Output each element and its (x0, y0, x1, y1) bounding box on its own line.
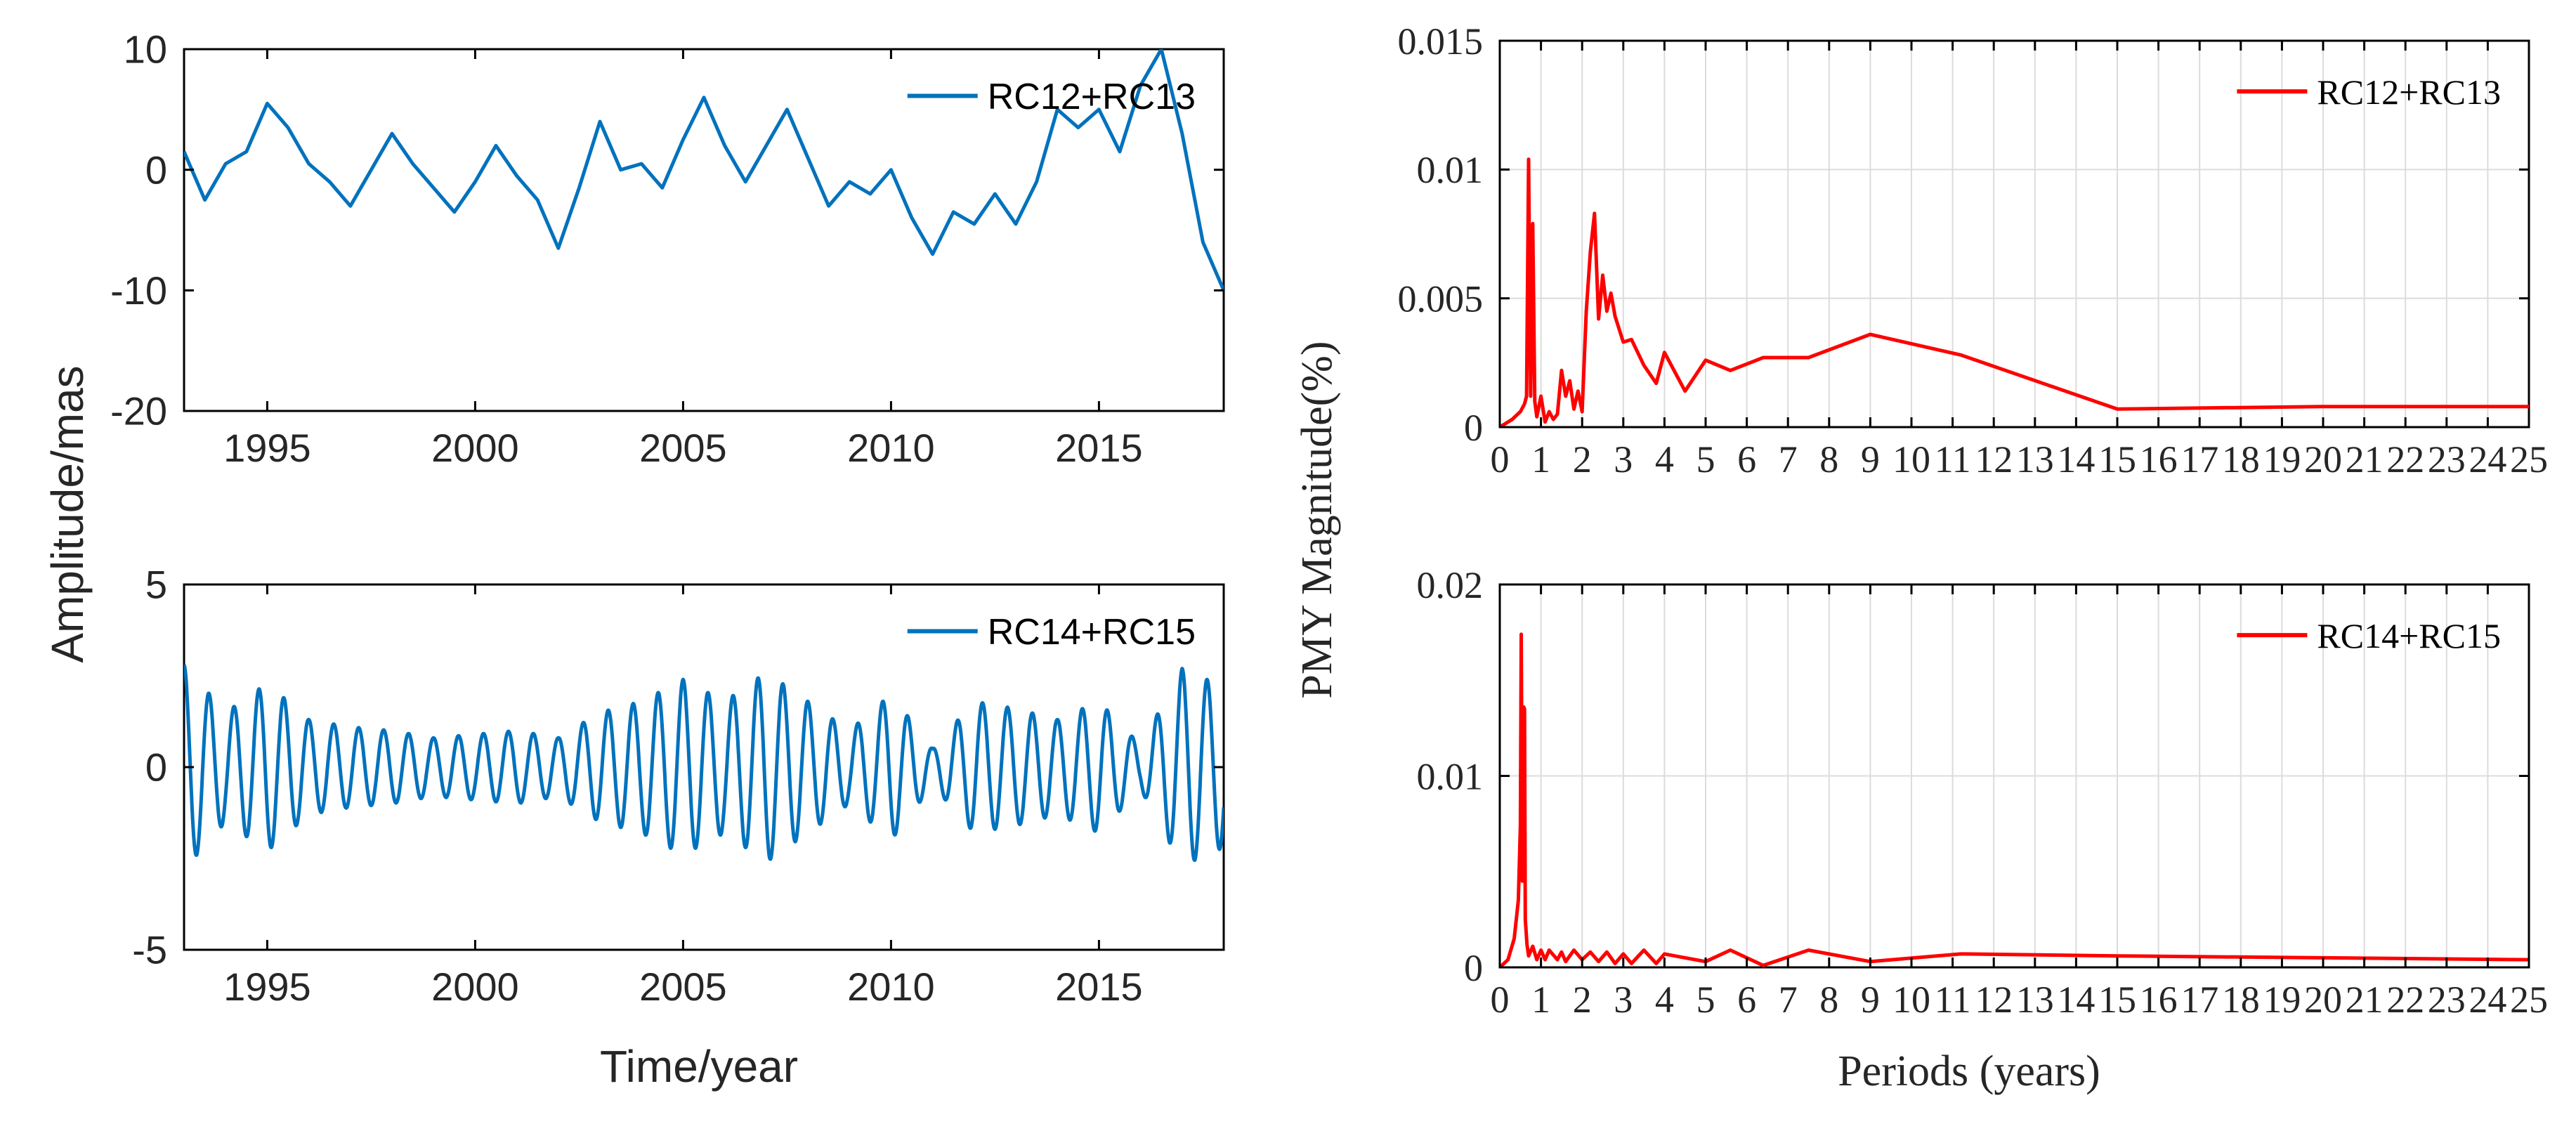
y-tick-label: -20 (110, 389, 167, 433)
x-tick-label: 21 (2346, 979, 2384, 1021)
plot-area (183, 48, 1225, 412)
x-tick-label: 14 (2057, 438, 2095, 481)
x-tick-label: 25 (2510, 438, 2548, 481)
y-tick-label: 0 (1464, 947, 1483, 989)
x-tick-label: 8 (1819, 979, 1838, 1021)
x-tick-label: 8 (1819, 438, 1838, 481)
x-tick-label: 4 (1655, 438, 1674, 481)
x-tick-label: 12 (1975, 979, 2013, 1021)
legend-label: RC12+RC13 (2317, 72, 2501, 112)
series-line-rc12-rc13 (184, 49, 1224, 292)
x-tick-label: 9 (1861, 979, 1880, 1021)
x-tick-label: 25 (2510, 979, 2548, 1021)
x-tick-label: 2 (1573, 979, 1592, 1021)
x-tick-label: 13 (2016, 438, 2054, 481)
x-tick-label: 22 (2386, 438, 2424, 481)
x-tick-label: 16 (2140, 438, 2178, 481)
x-tick-label: 6 (1737, 979, 1756, 1021)
y-tick-label: 0.005 (1398, 278, 1484, 320)
x-tick-label: 5 (1696, 438, 1715, 481)
y-tick-label: 0 (1464, 407, 1483, 449)
x-tick-label: 1 (1531, 979, 1550, 1021)
y-tick-label: -10 (110, 268, 167, 313)
y-tick-label: 10 (124, 27, 167, 72)
x-tick-label: 7 (1779, 438, 1798, 481)
series-line-rc12-rc13 (1500, 157, 2529, 427)
x-tick-label: 16 (2140, 979, 2178, 1021)
x-tick-label: 19 (2263, 438, 2301, 481)
x-tick-label: 7 (1779, 979, 1798, 1021)
x-tick-label: 1995 (223, 965, 311, 1009)
x-tick-label: 2005 (639, 965, 727, 1009)
legend-label: RC14+RC15 (2317, 616, 2501, 655)
panel-bottom-right: 0 1 2 3 4 5 6 7 8 9 10 11 12 13 14 15 16 17 18 19 20 21 22 23 24… (1417, 564, 2549, 1021)
left-shared-ylabel: Amplitude/mas (42, 365, 93, 662)
x-tick-label: 13 (2016, 979, 2054, 1021)
panel-bottom-left: 1995 2000 2005 2010 2015 -5 0 5 RC14+RC15 (132, 563, 1225, 1009)
y-tick-label: 0.015 (1398, 20, 1484, 63)
y-tick-label: 0.02 (1417, 564, 1484, 606)
x-tick-label: 23 (2428, 979, 2466, 1021)
x-tick-label: 0 (1491, 438, 1510, 481)
x-tick-label: 1995 (223, 426, 311, 470)
x-tick-label: 0 (1491, 979, 1510, 1021)
legend-label: RC12+RC13 (988, 77, 1196, 117)
x-tick-label: 14 (2057, 979, 2095, 1021)
y-tick-label: 0.01 (1417, 149, 1484, 191)
x-tick-label: 3 (1614, 438, 1633, 481)
x-tick-label: 2010 (847, 426, 935, 470)
x-tick-label: 18 (2222, 438, 2260, 481)
y-tick-label: 0 (145, 148, 167, 192)
y-tick-label: -5 (132, 928, 167, 972)
y-tick-label: 5 (145, 563, 167, 607)
x-tick-label: 17 (2181, 979, 2218, 1021)
y-tick-label: 0.01 (1417, 755, 1484, 797)
x-tick-label: 19 (2263, 979, 2301, 1021)
x-tick-label: 9 (1861, 438, 1880, 481)
right-shared-ylabel: PMY Magnitude(%) (1293, 341, 1341, 698)
x-tick-label: 24 (2469, 979, 2506, 1021)
x-tick-label: 22 (2386, 979, 2424, 1021)
x-tick-label: 15 (2098, 438, 2136, 481)
x-tick-label: 20 (2304, 438, 2342, 481)
x-tick-label: 2015 (1055, 426, 1143, 470)
x-tick-label: 11 (1935, 438, 1971, 481)
x-tick-label: 3 (1614, 979, 1633, 1021)
series-line-rc14-rc15 (1500, 632, 2529, 967)
x-tick-label: 24 (2469, 438, 2506, 481)
x-tick-label: 18 (2222, 979, 2260, 1021)
panel-top-right: 0 1 2 3 4 5 6 7 8 9 10 11 12 13 14 15 16 17 18 19 20 21 22 23 24… (1398, 20, 2549, 481)
x-tick-label: 4 (1655, 979, 1674, 1021)
x-tick-label: 17 (2181, 438, 2218, 481)
x-tick-label: 2005 (639, 426, 727, 470)
x-tick-label: 15 (2098, 979, 2136, 1021)
x-tick-label: 2 (1573, 438, 1592, 481)
x-tick-label: 5 (1696, 979, 1715, 1021)
left-xlabel: Time/year (600, 1041, 798, 1092)
x-tick-label: 21 (2346, 438, 2384, 481)
x-tick-label: 2015 (1055, 965, 1143, 1009)
x-tick-label: 2010 (847, 965, 935, 1009)
x-tick-label: 10 (1892, 979, 1930, 1021)
series-line-rc14-rc15 (184, 664, 1224, 863)
x-tick-label: 10 (1892, 438, 1930, 481)
x-tick-label: 20 (2304, 979, 2342, 1021)
y-tick-label: 0 (145, 745, 167, 790)
x-tick-label: 23 (2428, 438, 2466, 481)
x-tick-label: 1 (1531, 438, 1550, 481)
legend-label: RC14+RC15 (988, 612, 1196, 653)
x-tick-label: 2000 (431, 426, 519, 470)
x-tick-label: 2000 (431, 965, 519, 1009)
x-tick-label: 6 (1737, 438, 1756, 481)
x-tick-label: 11 (1935, 979, 1971, 1021)
right-xlabel: Periods (years) (1838, 1047, 2100, 1095)
panel-top-left: 1995 2000 2005 2010 2015 -20 -10 0 10 RC12+RC13 (110, 27, 1225, 470)
x-tick-label: 12 (1975, 438, 2013, 481)
